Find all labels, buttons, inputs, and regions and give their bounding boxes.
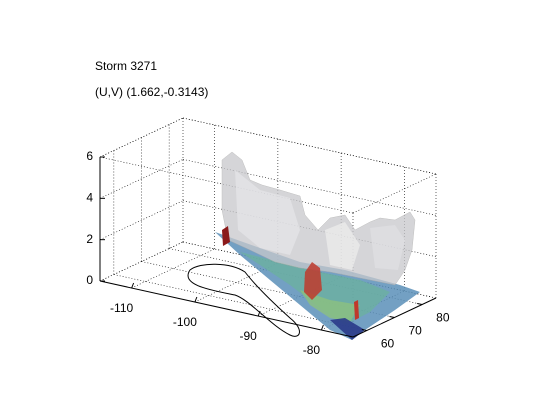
core (354, 300, 359, 320)
y-tick (417, 303, 423, 305)
grid-line (182, 159, 437, 216)
isosurface (221, 151, 416, 286)
x-tick (131, 282, 135, 289)
z-tick-label: 0 (86, 273, 93, 287)
x-tick-label: -110 (110, 301, 133, 315)
floor-patch (300, 290, 360, 322)
contour (187, 263, 300, 337)
core (222, 226, 230, 246)
z-tick-label: 6 (86, 149, 93, 163)
y-tick (361, 329, 367, 331)
floor-patch (330, 318, 365, 340)
grid-line (131, 248, 215, 289)
grid-line (99, 200, 184, 240)
isosurface (325, 222, 360, 270)
x-tick-label: -80 (303, 343, 321, 357)
grid-line (99, 159, 184, 199)
y-tick (389, 316, 395, 318)
x-tick-label: -90 (239, 329, 257, 343)
y-tick-label: 70 (409, 324, 423, 338)
x-tick (257, 310, 261, 317)
grid-line (141, 261, 395, 318)
x-tick-label: -100 (173, 315, 197, 329)
z-tick-label: 2 (86, 232, 93, 246)
grid-line (99, 241, 184, 282)
z-tick-label: 4 (86, 191, 93, 205)
axes: 0 2 4 6 -110 -100 -90 -80 60 70 80 (86, 149, 450, 357)
y-tick-label: 80 (436, 311, 450, 325)
grid-line (182, 117, 437, 175)
y-tick-label: 60 (381, 337, 395, 351)
core (304, 262, 322, 300)
isosurface (370, 225, 405, 270)
box-edge (352, 173, 437, 214)
grid-line (99, 117, 184, 158)
isosurface (235, 170, 300, 255)
x-tick (320, 324, 324, 331)
grid-line (113, 274, 367, 331)
grid-line (194, 262, 279, 303)
x-axis (99, 280, 354, 338)
surface (187, 151, 420, 340)
x-tick (194, 296, 198, 303)
chart-title: Storm 3271 (95, 59, 157, 73)
chart-subtitle: (U,V) (1.662,-0.3143) (95, 85, 208, 99)
